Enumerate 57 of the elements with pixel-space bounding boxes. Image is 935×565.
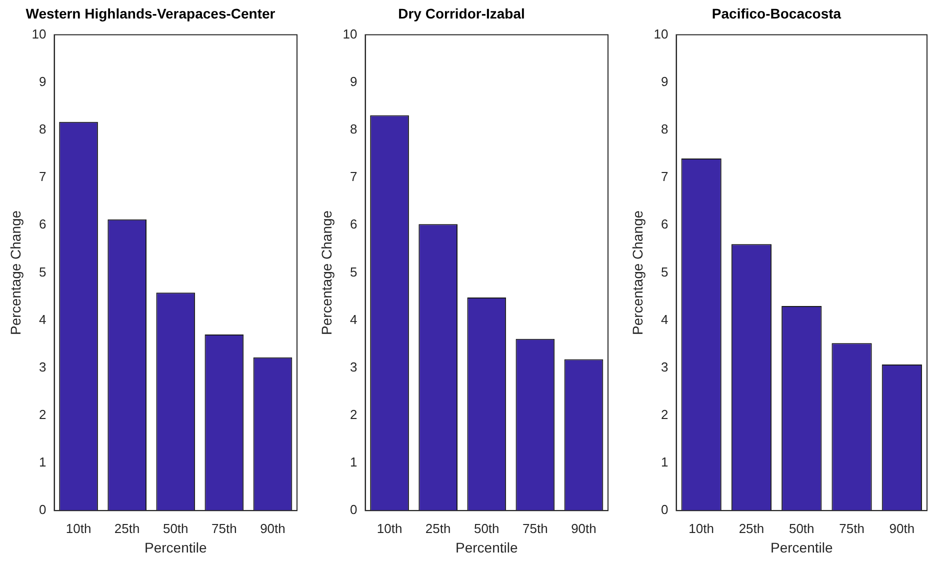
chart-title: Western Highlands-Verapaces-Center bbox=[26, 5, 276, 22]
y-tick-label: 6 bbox=[350, 216, 358, 232]
x-tick-label: 10th bbox=[66, 520, 92, 536]
y-tick-label: 7 bbox=[350, 169, 358, 184]
x-axis-title: Percentile bbox=[144, 539, 207, 556]
y-tick-label: 1 bbox=[661, 454, 668, 470]
y-axis-title: Percentage Change bbox=[629, 210, 646, 335]
x-tick-label: 90th bbox=[260, 520, 286, 536]
y-tick-label: 8 bbox=[39, 122, 46, 137]
y-axis-title: Percentage Change bbox=[318, 210, 334, 335]
y-tick-label: 10 bbox=[654, 26, 668, 42]
y-tick-label: 2 bbox=[39, 407, 46, 422]
x-tick-label: 75th bbox=[522, 520, 548, 536]
x-axis-title: Percentile bbox=[455, 539, 518, 556]
y-tick-label: 9 bbox=[350, 74, 358, 89]
y-tick-label: 6 bbox=[661, 216, 668, 232]
y-tick-label: 10 bbox=[342, 26, 358, 42]
chart-title: Pacifico-Bocacosta bbox=[712, 5, 842, 22]
y-tick-label: 0 bbox=[350, 502, 358, 518]
y-tick-label: 9 bbox=[661, 74, 668, 89]
x-tick-label: 50th bbox=[162, 520, 188, 536]
y-axis-title: Percentage Change bbox=[7, 210, 24, 335]
y-tick-label: 3 bbox=[350, 359, 358, 374]
y-tick-label: 2 bbox=[661, 407, 668, 422]
chart-title: Dry Corridor-Izabal bbox=[398, 5, 525, 22]
y-tick-label: 4 bbox=[350, 312, 358, 327]
x-tick-label: 25th bbox=[114, 520, 140, 536]
y-tick-label: 3 bbox=[39, 359, 46, 374]
x-tick-label: 50th bbox=[788, 520, 814, 536]
y-tick-label: 0 bbox=[39, 502, 46, 518]
x-tick-label: 10th bbox=[376, 520, 402, 536]
y-tick-label: 5 bbox=[39, 264, 46, 280]
y-tick-label: 7 bbox=[39, 169, 46, 184]
y-tick-label: 2 bbox=[350, 407, 358, 422]
y-tick-label: 0 bbox=[661, 502, 668, 518]
x-tick-label: 75th bbox=[212, 520, 237, 536]
y-tick-label: 7 bbox=[661, 169, 668, 184]
x-tick-label: 50th bbox=[474, 520, 500, 536]
y-tick-label: 6 bbox=[39, 216, 46, 232]
y-tick-label: 8 bbox=[661, 122, 668, 137]
x-tick-label: 25th bbox=[425, 520, 451, 536]
y-tick-label: 8 bbox=[350, 122, 358, 137]
y-tick-label: 4 bbox=[39, 312, 46, 327]
y-tick-label: 1 bbox=[350, 454, 358, 470]
x-tick-label: 25th bbox=[738, 520, 764, 536]
x-tick-label: 75th bbox=[839, 520, 864, 536]
y-tick-label: 1 bbox=[39, 454, 46, 470]
x-tick-label: 90th bbox=[571, 520, 596, 536]
y-tick-label: 3 bbox=[661, 359, 668, 374]
y-tick-label: 5 bbox=[661, 264, 668, 280]
y-tick-label: 10 bbox=[32, 26, 46, 42]
y-tick-label: 4 bbox=[661, 312, 668, 327]
y-tick-label: 5 bbox=[350, 264, 358, 280]
x-tick-label: 10th bbox=[688, 520, 714, 536]
y-tick-label: 9 bbox=[39, 74, 46, 89]
x-tick-label: 90th bbox=[889, 520, 915, 536]
x-axis-title: Percentile bbox=[770, 539, 833, 556]
